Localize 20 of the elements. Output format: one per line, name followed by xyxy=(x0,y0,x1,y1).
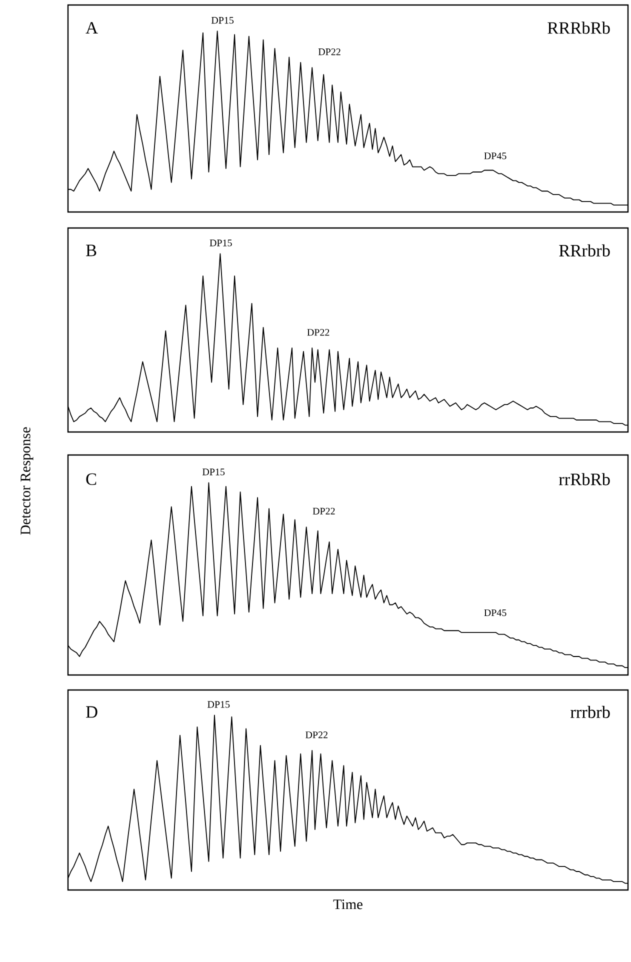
text: DP15 xyxy=(202,468,225,476)
annotation: DP22 xyxy=(318,48,340,56)
annotation: D xyxy=(86,706,98,718)
chart-title: rrRbRb xyxy=(558,473,610,486)
annotation: B xyxy=(86,244,96,256)
chart-title: RRRbRb xyxy=(548,22,610,34)
chart-title: RRrbrb xyxy=(559,244,610,257)
annotation: C xyxy=(86,473,96,486)
y-axis-title: Detector Response xyxy=(20,427,34,535)
annotation: DP45 xyxy=(484,609,506,616)
text: DP15 xyxy=(210,240,232,246)
annotation: DP22 xyxy=(306,732,328,738)
text: DP15 xyxy=(211,16,234,24)
annotation: DP22 xyxy=(307,329,330,336)
annotation: DP22 xyxy=(312,508,335,514)
chart-title: rrrbrb xyxy=(570,706,610,718)
x-axis-title: Time xyxy=(333,900,362,910)
text: DP15 xyxy=(208,701,230,708)
annotation: DP45 xyxy=(484,152,506,160)
annotation: A xyxy=(86,22,98,34)
